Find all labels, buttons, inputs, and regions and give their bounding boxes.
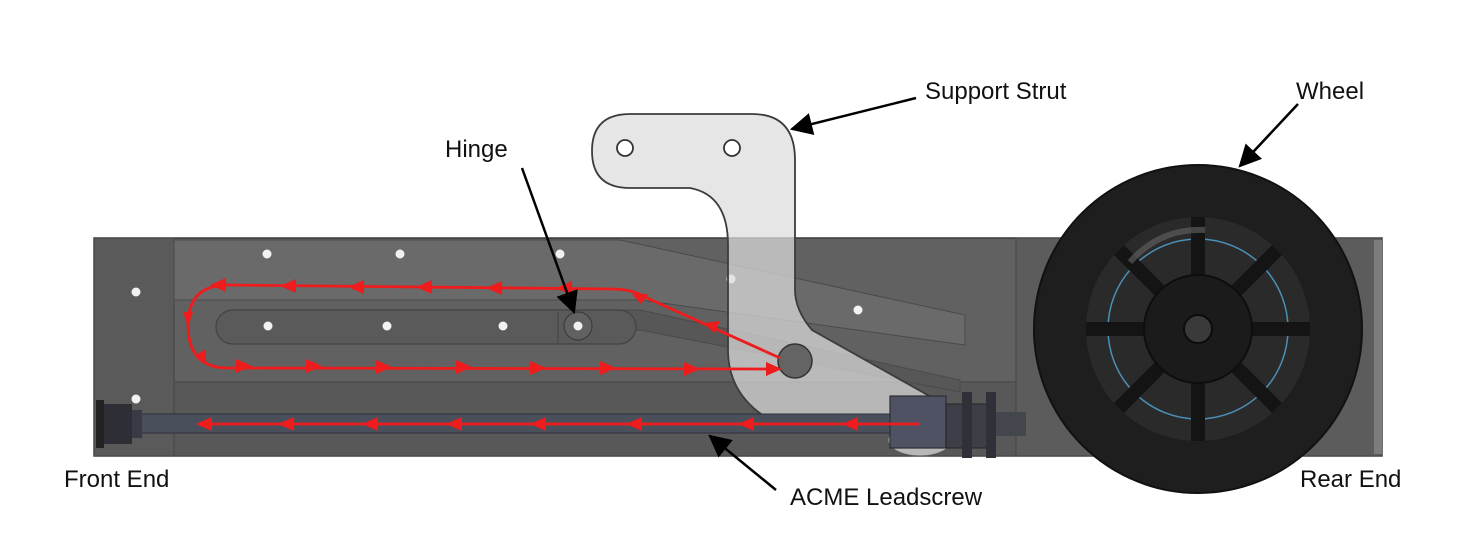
- label-acme-leadscrew: ACME Leadscrew: [790, 484, 983, 511]
- label-hinge: Hinge: [445, 136, 508, 163]
- wheel: [1033, 164, 1363, 494]
- label-support-strut: Support Strut: [925, 78, 1067, 105]
- motion-path-loop: [186, 283, 920, 426]
- hinge-pin: [563, 311, 593, 341]
- leader-lines: [520, 96, 1299, 491]
- leader-wheel: [1238, 103, 1299, 168]
- leadscrew-motor: [887, 392, 1026, 458]
- leader-hinge: [520, 167, 578, 315]
- leader-acme-leadscrew: [708, 434, 777, 491]
- leader-support-strut: [789, 96, 917, 136]
- label-front-end: Front End: [64, 466, 169, 493]
- label-wheel: Wheel: [1296, 78, 1364, 105]
- label-rear-end: Rear End: [1300, 466, 1401, 493]
- support-strut: [591, 113, 943, 421]
